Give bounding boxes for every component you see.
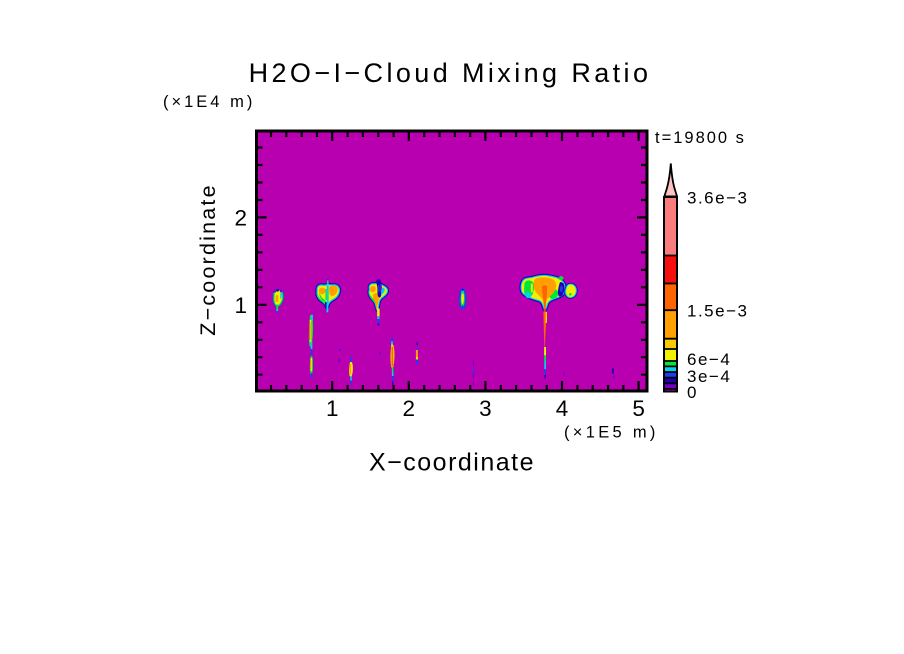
svg-text:2: 2 [403, 396, 416, 421]
svg-text:3e−4: 3e−4 [687, 367, 731, 386]
svg-text:X−coordinate: X−coordinate [369, 449, 535, 477]
svg-text:Z−coordinate: Z−coordinate [196, 183, 220, 336]
svg-text:H2O−I−Cloud Mixing Ratio: H2O−I−Cloud Mixing Ratio [249, 58, 652, 88]
svg-text:1: 1 [234, 293, 247, 318]
svg-text:(×1E5 m): (×1E5 m) [564, 424, 659, 442]
svg-text:6e−4: 6e−4 [687, 350, 731, 369]
svg-text:t=19800 s: t=19800 s [655, 129, 746, 147]
svg-text:(×1E4 m): (×1E4 m) [163, 93, 255, 111]
svg-text:3: 3 [479, 396, 492, 421]
svg-text:5: 5 [632, 396, 645, 421]
svg-text:4: 4 [556, 396, 569, 421]
svg-text:2: 2 [234, 206, 247, 231]
svg-text:1: 1 [326, 396, 339, 421]
svg-text:0: 0 [687, 383, 698, 402]
svg-text:1.5e−3: 1.5e−3 [687, 302, 748, 321]
svg-text:3.6e−3: 3.6e−3 [687, 189, 748, 208]
